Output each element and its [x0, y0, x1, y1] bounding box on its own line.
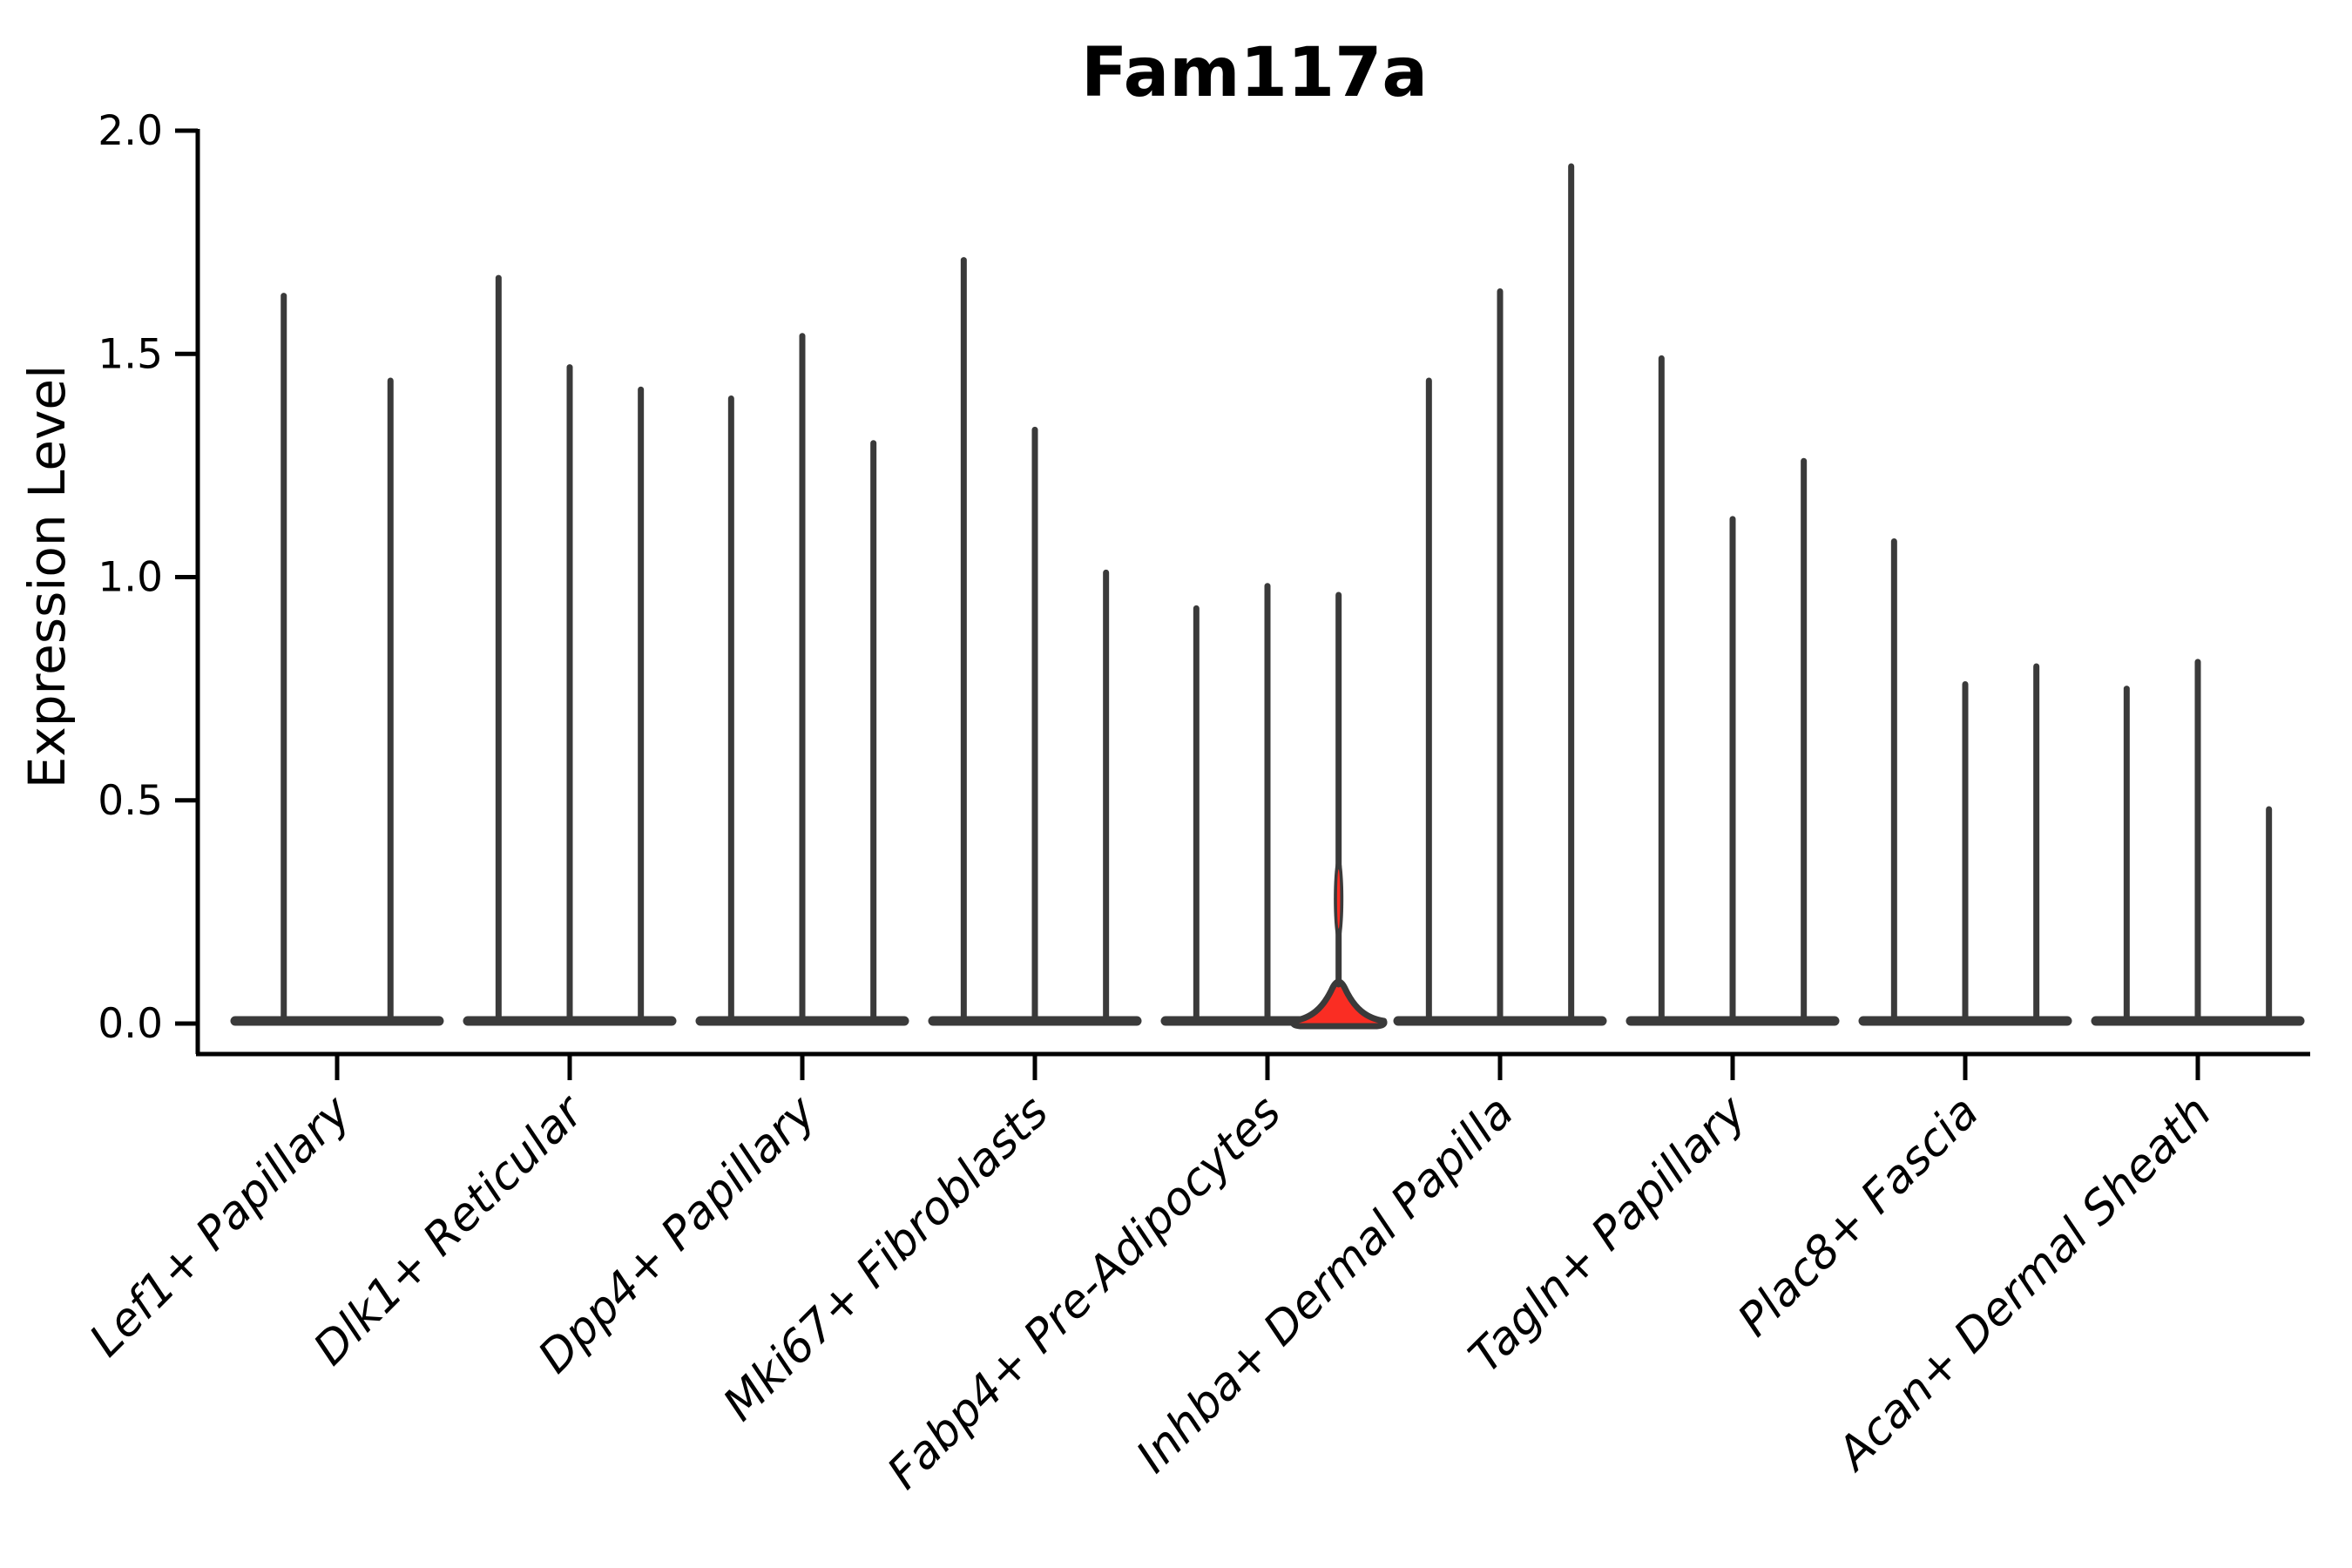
- violin-group: [1160, 583, 1388, 1030]
- y-axis-label: Expression Level: [17, 365, 77, 788]
- y-tick-label: 1.0: [98, 554, 163, 602]
- highlighted-violin-bulge-fill: [1336, 869, 1341, 929]
- violin-zero-body: [230, 1016, 444, 1026]
- violin-group: [1858, 538, 2072, 1026]
- highlighted-violin-body: [1289, 978, 1388, 1030]
- y-tick-label: 0.5: [98, 777, 163, 825]
- y-tick-label: 2.0: [98, 107, 163, 155]
- x-tick-label: Plac8+ Fascia: [1728, 1086, 1989, 1347]
- chart-title: Fam117a: [1081, 34, 1428, 112]
- violin-group: [230, 293, 444, 1026]
- violin-group: [463, 274, 677, 1026]
- violin-group: [695, 333, 909, 1026]
- x-tick-label: Acan+ Dermal Sheath: [1826, 1086, 2221, 1482]
- violin-group: [2091, 659, 2305, 1026]
- violins: [230, 163, 2305, 1030]
- violin-group: [1625, 355, 1840, 1026]
- violin-group: [1393, 163, 1607, 1026]
- y-tick-label: 0.0: [98, 1000, 163, 1048]
- x-tick-label: Fabp4+ Pre-Adipocytes: [878, 1086, 1292, 1500]
- y-tick-label: 1.5: [98, 330, 163, 378]
- violin-group: [928, 257, 1142, 1026]
- x-tick-label: Inhba+ Dermal Papilla: [1126, 1086, 1524, 1484]
